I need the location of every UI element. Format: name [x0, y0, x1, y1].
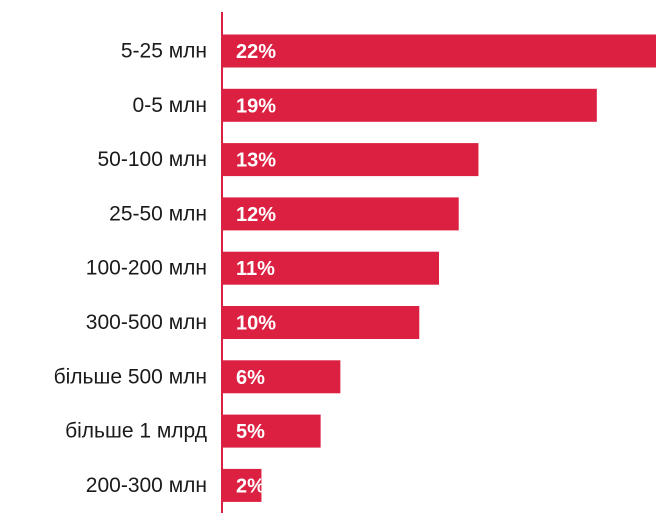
value-label: 19% [236, 95, 276, 117]
category-label: 0-5 млн [133, 94, 207, 117]
bar-1 [223, 88, 597, 122]
value-label: 12% [236, 204, 276, 226]
bar-3 [223, 197, 459, 231]
bar-6 [223, 360, 341, 394]
bar-8 [223, 468, 262, 502]
category-label: 50-100 млн [97, 148, 207, 171]
category-label: більше 1 млрд [65, 420, 207, 443]
value-label: 13% [236, 150, 276, 172]
category-label: 100-200 млн [86, 257, 207, 280]
value-label: 6% [236, 367, 265, 389]
value-label: 5% [236, 421, 265, 443]
category-label: 5-25 млн [121, 40, 207, 63]
bar-5 [223, 306, 420, 339]
bar-7 [223, 414, 321, 448]
category-label: 25-50 млн [109, 202, 207, 225]
bar-2 [223, 143, 479, 177]
value-label: 22% [236, 41, 276, 63]
value-labels-group: 22% 19% 13% 12% 11% 10% 6% 5% 2% [236, 41, 276, 497]
category-label: 200-300 млн [86, 474, 207, 497]
value-label: 11% [236, 258, 275, 280]
category-label: більше 500 млн [54, 365, 207, 388]
bars-group [223, 34, 656, 502]
category-label: 300-500 млн [86, 311, 207, 334]
bar-0 [223, 34, 656, 68]
value-label: 10% [236, 313, 276, 335]
bar-4 [223, 251, 439, 285]
category-labels-group: 5-25 млн 0-5 млн 50-100 млн 25-50 млн 100-20… [54, 40, 207, 497]
value-label: 2% [236, 475, 265, 497]
